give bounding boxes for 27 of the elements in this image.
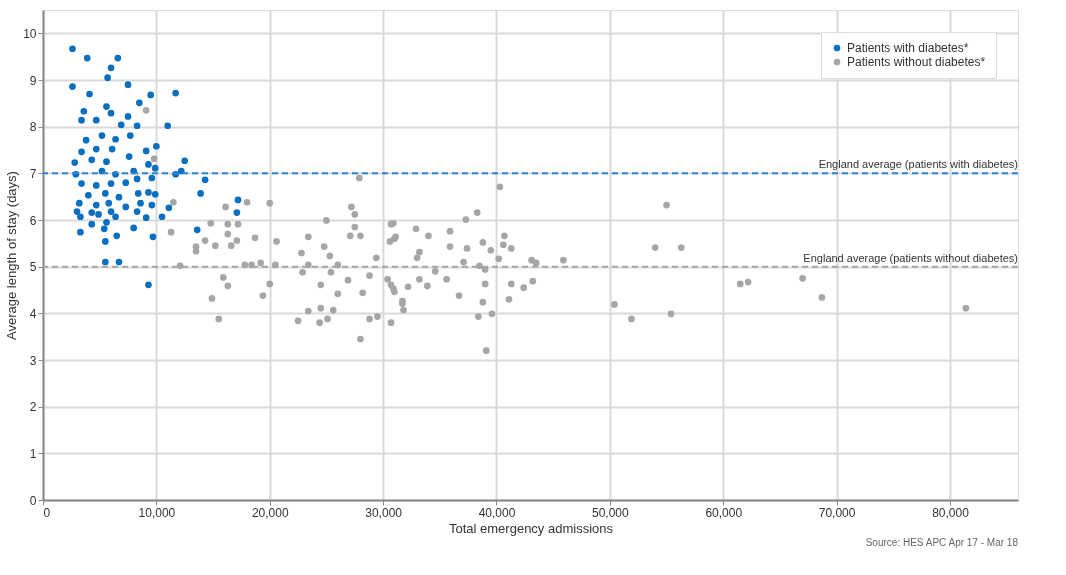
y-tick-label: 8 bbox=[29, 120, 37, 135]
y-tick-label: 10 bbox=[23, 26, 37, 41]
y-tick-label: 0 bbox=[29, 493, 37, 508]
ref-line-label: England average (patients with diabetes) bbox=[818, 158, 1018, 171]
y-tick-label: 2 bbox=[29, 400, 37, 415]
x-axis-title: Total emergency admissions bbox=[448, 520, 614, 536]
x-tick-label: 80,000 bbox=[932, 505, 970, 520]
y-axis-title: Average length of stay (days) bbox=[4, 171, 20, 340]
y-tick-label: 7 bbox=[29, 166, 37, 181]
x-tick-label: 70,000 bbox=[818, 505, 856, 520]
y-tick-label: 9 bbox=[29, 73, 37, 88]
x-tick-label: 50,000 bbox=[592, 505, 630, 520]
legend-label: Patients with diabetes* bbox=[847, 41, 969, 55]
y-tick-label: 3 bbox=[29, 353, 37, 368]
y-tick-label: 1 bbox=[29, 446, 37, 461]
y-tick-label: 5 bbox=[29, 260, 37, 275]
x-tick-label: 0 bbox=[43, 505, 51, 520]
x-tick-label: 30,000 bbox=[365, 505, 403, 520]
x-tick-label: 40,000 bbox=[478, 505, 516, 520]
x-tick-label: 20,000 bbox=[251, 505, 289, 520]
x-tick-label: 10,000 bbox=[138, 505, 176, 520]
y-tick-label: 6 bbox=[29, 213, 37, 228]
legend-label: Patients without diabetes* bbox=[847, 55, 986, 69]
source-note: Source: HES APC Apr 17 - Mar 18 bbox=[865, 537, 1019, 548]
ref-line-label: England average (patients without diabetes) bbox=[803, 251, 1018, 264]
y-tick-label: 4 bbox=[29, 306, 37, 321]
x-tick-label: 60,000 bbox=[705, 505, 743, 520]
